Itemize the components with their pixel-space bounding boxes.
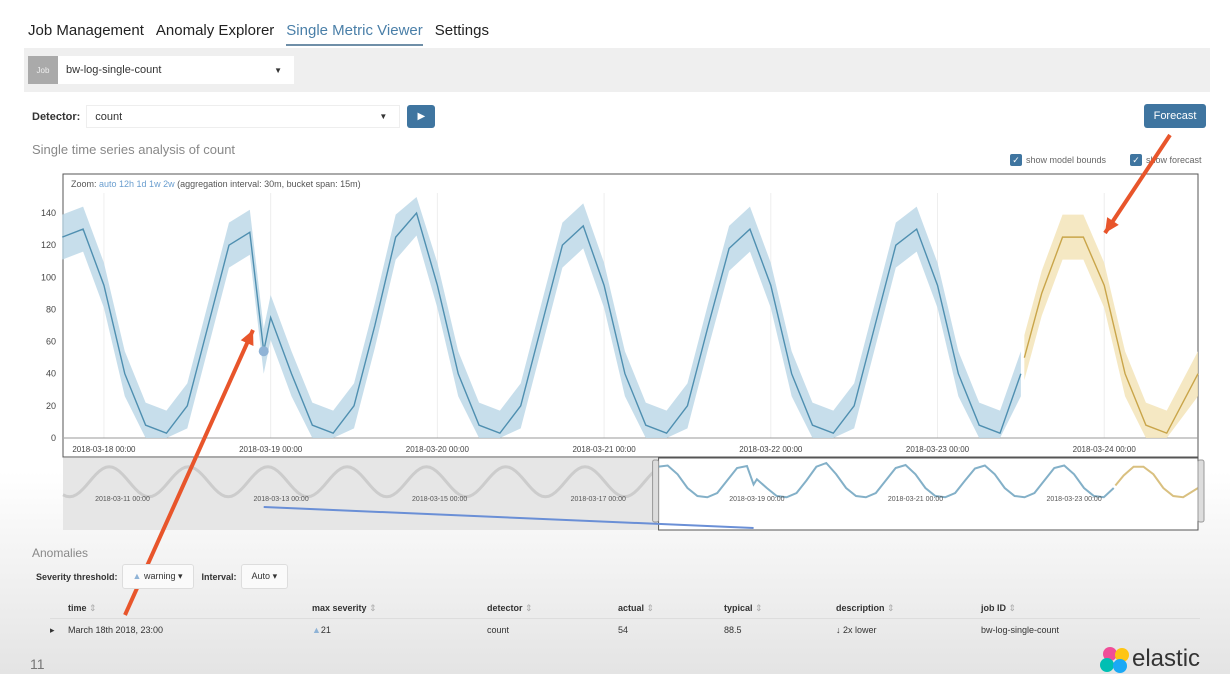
show-model-bounds-checkbox[interactable]: ✓ show model bounds (1010, 154, 1106, 166)
brush-handle-left[interactable] (652, 459, 660, 523)
elastic-logo-icon (1100, 647, 1129, 673)
anomalies-heading: Anomalies (32, 546, 89, 560)
cell-severity: ▲21 (312, 625, 331, 635)
y-tick-label: 120 (41, 240, 56, 250)
y-tick-label: 60 (46, 337, 56, 347)
context-history-line (62, 465, 659, 499)
cell-description: ↓ 2x lower (836, 625, 877, 635)
tab-anomaly-explorer[interactable]: Anomaly Explorer (155, 22, 275, 39)
cell-typical: 88.5 (724, 625, 742, 635)
col-actual[interactable]: actual ⇕ (618, 603, 655, 613)
check-icon: ✓ (1130, 154, 1142, 166)
play-icon: ▶ (417, 111, 426, 122)
brush-handle-right[interactable] (1197, 459, 1205, 523)
cell-job-id: bw-log-single-count (981, 625, 1060, 635)
zoom-label: Zoom: auto 12h 1d 1w 2w (aggregation int… (71, 179, 361, 189)
elastic-logo: elastic (1098, 645, 1200, 673)
x-tick-label: 2018-03-21 00:00 (572, 445, 636, 454)
col-job-id[interactable]: job ID ⇕ (981, 603, 1017, 613)
context-x-tick-label: 2018-03-19 00:00 (729, 496, 784, 503)
expand-icon[interactable]: ▸ (50, 625, 55, 635)
forecast-series-line (1023, 236, 1199, 435)
show-forecast-checkbox[interactable]: ✓ show forecast (1130, 154, 1202, 166)
chevron-down-icon: ▼ (379, 112, 388, 121)
severity-value: warning (143, 571, 176, 581)
cell-detector: count (487, 625, 510, 635)
cell-actual: 54 (618, 625, 629, 635)
annotation-arrow (1103, 133, 1172, 235)
tab-job-management[interactable]: Job Management (28, 22, 144, 39)
page-title: Single time series analysis of count (32, 142, 236, 157)
x-tick-label: 2018-03-20 00:00 (406, 445, 470, 454)
severity-dropdown[interactable]: ▲ warning ▾ (121, 564, 194, 589)
interval-value: Auto (251, 571, 271, 581)
interval-dropdown[interactable]: Auto ▾ (240, 564, 289, 589)
context-x-tick-label: 2018-03-17 00:00 (571, 496, 626, 503)
anomaly-marker[interactable] (258, 346, 269, 357)
nav-tabs: Job Management Anomaly Explorer Single M… (28, 22, 489, 46)
zoom-options[interactable]: auto 12h 1d 1w 2w (99, 179, 177, 189)
context-x-tick-label: 2018-03-23 00:00 (1046, 496, 1101, 503)
severity-icon: ▲ (312, 625, 321, 635)
interval-label: Interval: (201, 571, 237, 582)
context-actual-line (657, 461, 1115, 499)
cell-time: March 18th 2018, 23:00 (68, 625, 164, 635)
job-select[interactable]: Job bw-log-single-count ▼ (28, 56, 294, 84)
checkbox-label: show forecast (1146, 155, 1202, 165)
col-max-severity[interactable]: max severity ⇕ (312, 603, 377, 613)
x-tick-label: 2018-03-23 00:00 (906, 445, 970, 454)
context-anomaly-marker (263, 506, 754, 529)
detector-row: Detector: count ▼ ▶ (32, 105, 436, 128)
y-tick-label: 140 (41, 208, 56, 218)
tab-settings[interactable]: Settings (434, 22, 489, 39)
check-icon: ✓ (1010, 154, 1022, 166)
x-tick-label: 2018-03-19 00:00 (239, 445, 303, 454)
detector-select[interactable]: count ▼ (86, 105, 401, 128)
context-x-tick-label: 2018-03-13 00:00 (253, 496, 308, 503)
chevron-down-icon: ▼ (274, 65, 282, 75)
detector-value: count (95, 110, 123, 123)
job-value: bw-log-single-count (66, 64, 162, 76)
job-label: Job (28, 56, 58, 84)
job-bar: Job bw-log-single-count ▼ (24, 48, 1210, 92)
checkbox-label: show model bounds (1026, 155, 1107, 165)
anomaly-controls: Severity threshold: ▲ warning ▾ Interval… (36, 564, 296, 589)
model-bounds-band (62, 196, 1021, 438)
x-tick-label: 2018-03-22 00:00 (739, 445, 803, 454)
col-description[interactable]: description ⇕ (836, 603, 895, 613)
y-tick-label: 80 (46, 304, 56, 314)
play-button[interactable]: ▶ (407, 105, 436, 128)
elastic-logo-text: elastic (1132, 645, 1201, 672)
forecast-bounds-band (1024, 214, 1198, 438)
context-x-tick-label: 2018-03-21 00:00 (888, 496, 943, 503)
x-tick-label: 2018-03-18 00:00 (72, 445, 136, 454)
y-tick-label: 0 (51, 433, 56, 443)
tab-single-metric-viewer[interactable]: Single Metric Viewer (286, 22, 423, 46)
context-x-tick-label: 2018-03-15 00:00 (412, 496, 467, 503)
y-tick-label: 20 (46, 401, 56, 411)
y-tick-label: 40 (46, 369, 56, 379)
focus-chart-frame (62, 173, 1199, 458)
severity-label: Severity threshold: (36, 571, 118, 582)
zoom-info: (aggregation interval: 30m, bucket span:… (177, 179, 361, 189)
x-tick-label: 2018-03-24 00:00 (1073, 445, 1137, 454)
anomalies-table-header: time ⇕ max severity ⇕ detector ⇕ actual … (50, 603, 1200, 619)
arrow-down-icon: ↓ (836, 625, 841, 635)
forecast-button[interactable]: Forecast (1144, 104, 1206, 128)
annotation-arrow-head (240, 330, 254, 346)
col-time[interactable]: time ⇕ (68, 603, 97, 613)
actual-series-line (62, 211, 1022, 435)
col-detector[interactable]: detector ⇕ (487, 603, 533, 613)
page-number: 11 (30, 656, 45, 672)
col-typical[interactable]: typical ⇕ (724, 603, 763, 613)
severity-icon: ▲ (132, 571, 142, 581)
detector-label: Detector: (32, 110, 81, 123)
context-forecast-line (1114, 465, 1199, 499)
context-selection (658, 457, 1199, 531)
y-tick-label: 100 (41, 272, 56, 282)
annotation-arrow-head (1105, 217, 1119, 233)
context-x-tick-label: 2018-03-11 00:00 (95, 496, 150, 503)
